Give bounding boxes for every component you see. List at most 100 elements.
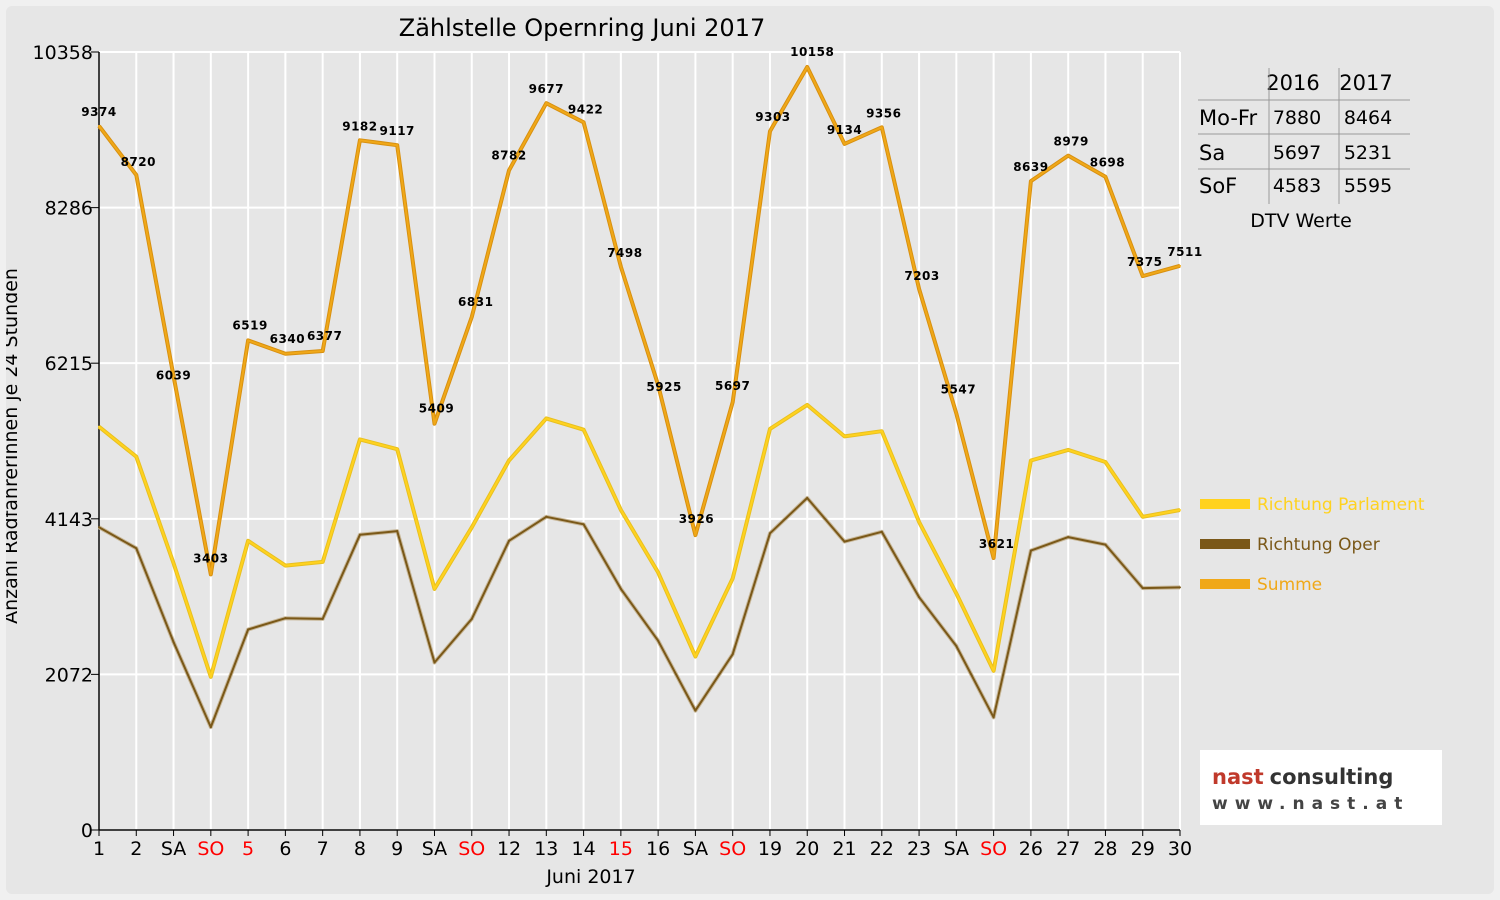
data-point [1141, 515, 1144, 518]
y-tick-label: 2072 [45, 664, 93, 686]
data-point [396, 144, 399, 147]
data-label: 9677 [529, 82, 564, 96]
data-label: 9374 [81, 105, 116, 119]
data-point [172, 641, 175, 644]
data-point [135, 174, 138, 177]
x-tick-label: 5 [242, 838, 254, 860]
x-tick-label: 22 [870, 838, 894, 860]
data-label: 5925 [646, 380, 681, 394]
data-point [1067, 154, 1070, 157]
x-tick-label: 12 [497, 838, 521, 860]
data-point [209, 573, 212, 576]
data-point [1179, 264, 1181, 267]
data-point [545, 515, 548, 518]
data-point [694, 534, 697, 537]
data-label: 5409 [419, 402, 454, 416]
data-label: 9117 [380, 124, 415, 138]
data-point [731, 577, 734, 580]
x-tick-label: 21 [832, 838, 856, 860]
data-label: 6039 [156, 368, 191, 382]
data-point [98, 526, 100, 529]
x-tick-label: SA [944, 838, 969, 860]
x-tick-label: 26 [1019, 838, 1043, 860]
table-cell-sof-2016: 4583 [1273, 175, 1321, 197]
x-tick-label: SA [161, 838, 186, 860]
data-point [582, 523, 585, 526]
dtv-table: 2016 2017 Mo-Fr 7880 8464 Sa 5697 5231 S… [1198, 68, 1410, 232]
data-point [1029, 459, 1032, 462]
chart-title: Zählstelle Opernring Juni 2017 [399, 14, 765, 42]
data-label: 6340 [270, 332, 305, 346]
data-label: 9182 [342, 119, 377, 133]
data-point [433, 661, 436, 664]
data-point [806, 497, 809, 500]
data-label: 3926 [679, 512, 714, 526]
data-point [657, 383, 660, 386]
data-point [843, 142, 846, 145]
x-tick-label: SA [683, 838, 708, 860]
data-point [209, 675, 212, 678]
data-label: 7511 [1167, 245, 1202, 259]
data-point [358, 139, 361, 142]
data-point [619, 509, 622, 512]
x-tick-label: 8 [354, 838, 366, 860]
data-point [545, 102, 548, 105]
data-point [321, 350, 324, 353]
data-label: 9134 [827, 123, 862, 137]
data-label: 10158 [790, 45, 834, 59]
data-point [806, 66, 809, 69]
legend-swatch [1200, 499, 1250, 509]
x-tick-label: 14 [571, 838, 595, 860]
data-point [321, 560, 324, 563]
data-label: 9303 [755, 110, 790, 124]
logo-name: nast consulting [1212, 765, 1393, 789]
table-cell-sof-2017: 5595 [1344, 175, 1392, 197]
y-tick-label: 6215 [45, 353, 93, 375]
data-point [135, 547, 138, 550]
data-label: 7375 [1127, 255, 1162, 269]
data-point [619, 265, 622, 268]
data-label: 6377 [307, 329, 342, 343]
x-tick-label: 9 [391, 838, 403, 860]
data-point [433, 422, 436, 425]
series-lines [97, 65, 1181, 730]
data-label: 8698 [1090, 156, 1125, 170]
x-tick-label: SO [980, 838, 1007, 860]
data-label: 7498 [607, 246, 642, 260]
legend-swatch [1200, 579, 1250, 589]
data-point [284, 352, 287, 355]
data-point [1179, 509, 1181, 512]
data-point [172, 375, 175, 378]
data-point [470, 526, 473, 529]
data-label: 3403 [193, 551, 228, 565]
data-point [396, 448, 399, 451]
legend-item-label: Summe [1257, 575, 1322, 595]
data-point [918, 521, 921, 524]
data-point [1141, 587, 1144, 590]
logo-url: www.nast.at [1212, 794, 1409, 814]
x-tick-label: 13 [534, 838, 558, 860]
data-point [1104, 460, 1107, 463]
data-point [508, 169, 511, 172]
data-point [768, 532, 771, 535]
x-tick-label: 16 [646, 838, 670, 860]
data-point [843, 435, 846, 438]
data-point [1104, 543, 1107, 546]
x-tick-label: 28 [1093, 838, 1117, 860]
x-tick-label: 23 [907, 838, 931, 860]
data-point [1141, 275, 1144, 278]
data-point [470, 617, 473, 620]
data-point [1104, 175, 1107, 178]
data-point [582, 121, 585, 124]
table-cell-sa-2016: 5697 [1273, 142, 1321, 164]
table-header-2016: 2016 [1266, 71, 1319, 95]
data-point [582, 428, 585, 431]
data-point [955, 412, 958, 415]
data-point [284, 564, 287, 567]
data-label: 7203 [904, 269, 939, 283]
legend-item-label: Richtung Parlament [1257, 495, 1425, 515]
table-cell-mofr-2016: 7880 [1273, 107, 1321, 129]
data-label: 6831 [458, 295, 493, 309]
